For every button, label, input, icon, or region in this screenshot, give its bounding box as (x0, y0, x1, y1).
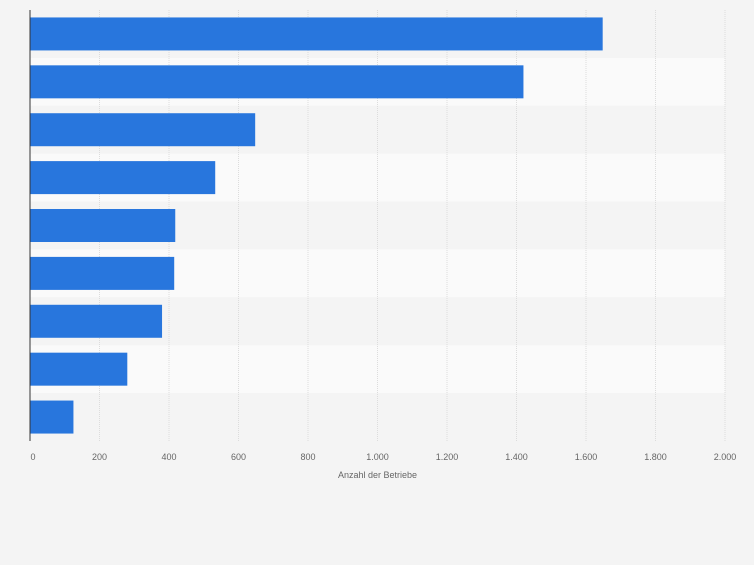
bar (30, 209, 176, 242)
x-tick-label: 2.000 (714, 452, 737, 462)
row-band (30, 393, 725, 441)
x-tick-label: 1.200 (436, 452, 459, 462)
x-axis-label: Anzahl der Betriebe (338, 470, 417, 480)
bar (30, 256, 175, 290)
row-band (30, 345, 725, 394)
x-tick-label: 800 (300, 452, 315, 462)
bar (30, 400, 74, 434)
bars (30, 17, 603, 434)
x-tick-label: 1.000 (366, 452, 389, 462)
x-tick-label: 1.400 (505, 452, 528, 462)
x-tick-labels: 0 200 400 600 800 1.000 1.200 1.400 1.600 1.800 2.… (30, 452, 736, 462)
bar (30, 352, 128, 386)
x-tick-label: 400 (161, 452, 176, 462)
bar (30, 17, 603, 51)
bar (30, 161, 216, 195)
x-tick-label: 600 (231, 452, 246, 462)
x-tick-label: 200 (92, 452, 107, 462)
x-tick-label: 1.800 (644, 452, 667, 462)
bar (30, 304, 163, 338)
x-tick-label: 1.600 (575, 452, 598, 462)
bar (30, 65, 524, 99)
x-tick-label: 0 (30, 452, 35, 462)
bar (30, 113, 256, 147)
